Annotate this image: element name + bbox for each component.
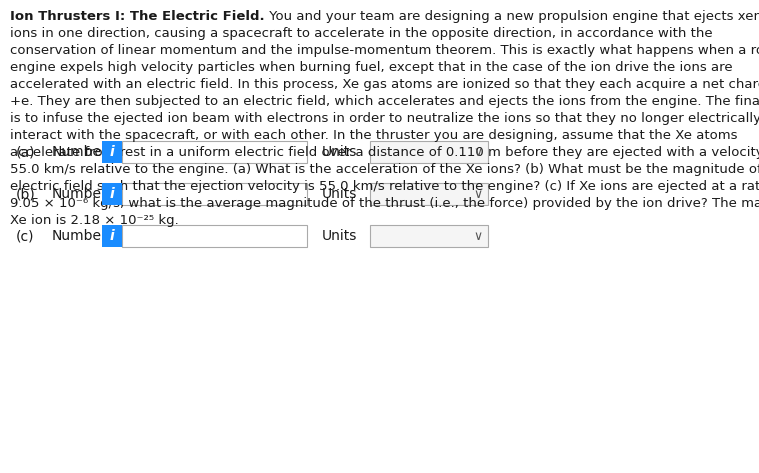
Text: ions in one direction, causing a spacecraft to accelerate in the opposite direct: ions in one direction, causing a spacecr…	[10, 27, 713, 40]
Text: i: i	[109, 145, 115, 159]
Text: 9.05 × 10⁻⁶ kg/s, what is the average magnitude of the thrust (i.e., the force) : 9.05 × 10⁻⁶ kg/s, what is the average ma…	[10, 197, 759, 210]
Text: (b): (b)	[16, 187, 36, 201]
Text: (c): (c)	[16, 229, 34, 243]
Text: ∨: ∨	[474, 187, 483, 201]
FancyBboxPatch shape	[102, 141, 122, 163]
FancyBboxPatch shape	[370, 141, 488, 163]
Text: +e. They are then subjected to an electric field, which accelerates and ejects t: +e. They are then subjected to an electr…	[10, 95, 759, 108]
Text: Units: Units	[322, 145, 357, 159]
Text: 55.0 km/s relative to the engine. (a) What is the acceleration of the Xe ions? (: 55.0 km/s relative to the engine. (a) Wh…	[10, 163, 759, 176]
Text: Ion Thrusters I: The Electric Field.: Ion Thrusters I: The Electric Field.	[10, 10, 265, 23]
Text: Xe ion is 2.18 × 10⁻²⁵ kg.: Xe ion is 2.18 × 10⁻²⁵ kg.	[10, 214, 179, 227]
Text: interact with the spacecraft, or with each other. In the thruster you are design: interact with the spacecraft, or with ea…	[10, 129, 738, 142]
FancyBboxPatch shape	[370, 183, 488, 205]
Text: i: i	[109, 229, 115, 243]
FancyBboxPatch shape	[122, 183, 307, 205]
Text: You and your team are designing a new propulsion engine that ejects xenon (Xe): You and your team are designing a new pr…	[265, 10, 759, 23]
Text: conservation of linear momentum and the impulse-momentum theorem. This is exactl: conservation of linear momentum and the …	[10, 44, 759, 57]
Text: Units: Units	[322, 229, 357, 243]
Text: engine expels high velocity particles when burning fuel, except that in the case: engine expels high velocity particles wh…	[10, 61, 732, 74]
Text: ∨: ∨	[474, 229, 483, 243]
Text: i: i	[109, 187, 115, 201]
Text: Units: Units	[322, 187, 357, 201]
FancyBboxPatch shape	[122, 225, 307, 247]
Text: accelerated with an electric field. In this process, Xe gas atoms are ionized so: accelerated with an electric field. In t…	[10, 78, 759, 91]
FancyBboxPatch shape	[102, 183, 122, 205]
Text: Number: Number	[52, 187, 108, 201]
Text: ∨: ∨	[474, 146, 483, 158]
Text: (a): (a)	[16, 145, 36, 159]
FancyBboxPatch shape	[370, 225, 488, 247]
Text: electric field such that the ejection velocity is 55.0 km/s relative to the engi: electric field such that the ejection ve…	[10, 180, 759, 193]
Text: Number: Number	[52, 229, 108, 243]
Text: is to infuse the ejected ion beam with electrons in order to neutralize the ions: is to infuse the ejected ion beam with e…	[10, 112, 759, 125]
Text: accelerate from rest in a uniform electric field over a distance of 0.110 m befo: accelerate from rest in a uniform electr…	[10, 146, 759, 159]
FancyBboxPatch shape	[102, 225, 122, 247]
Text: Number: Number	[52, 145, 108, 159]
FancyBboxPatch shape	[122, 141, 307, 163]
